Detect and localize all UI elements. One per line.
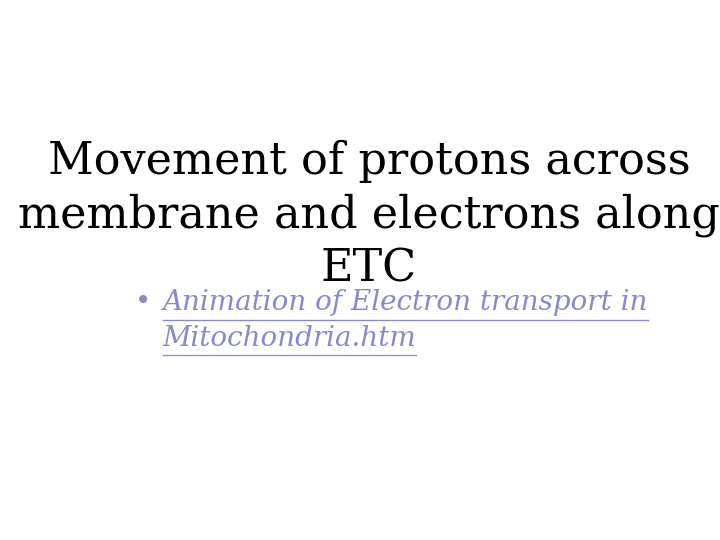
Text: Animation of Electron transport in: Animation of Electron transport in (163, 289, 648, 316)
Text: Mitochondria.htm: Mitochondria.htm (163, 325, 416, 352)
Text: Movement of protons across
membrane and electrons along
ETC: Movement of protons across membrane and … (18, 140, 720, 290)
Text: •: • (135, 289, 151, 316)
